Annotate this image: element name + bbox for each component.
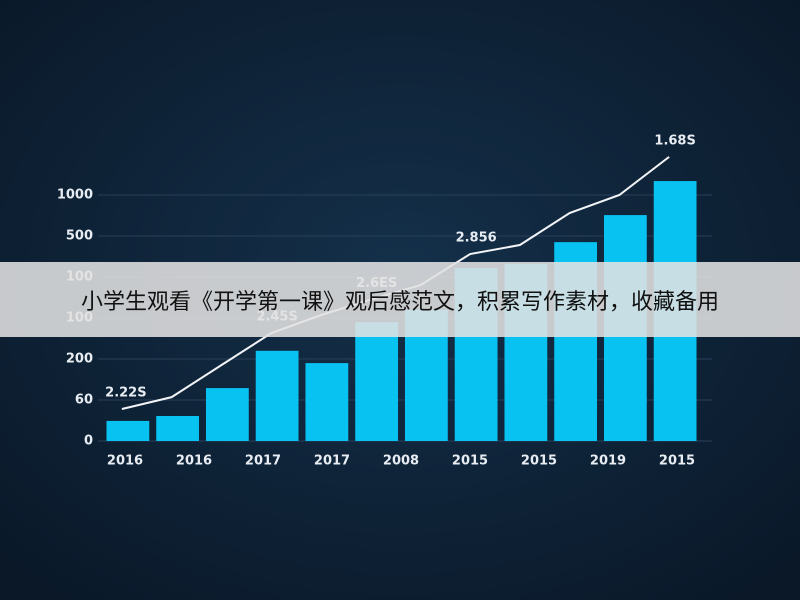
annotation: 2.22S [105,386,146,401]
banner: 小学生观看《开学第一课》观后感范文，积累写作素材，收藏备用 [0,262,800,337]
y-tick-label: 200 [66,352,93,367]
x-tick-label: 2016 [107,454,143,469]
bar [305,363,349,441]
x-tick-label: 2017 [314,454,350,469]
x-tick-label: 2016 [176,454,212,469]
x-tick-label: 2019 [590,454,626,469]
annotation: 2.856 [456,231,497,246]
bar [355,322,399,441]
y-tick-label: 1000 [57,188,93,203]
bar [255,350,299,441]
bar [106,420,150,441]
y-tick-label: 0 [84,434,93,449]
x-tick-label: 2015 [659,454,695,469]
x-tick-label: 2017 [245,454,281,469]
x-tick-label: 2008 [383,454,419,469]
bar [156,415,200,441]
x-tick-label: 2015 [521,454,557,469]
y-tick-label: 60 [75,393,93,408]
bar [205,388,249,441]
annotation: 1.68S [654,133,695,148]
x-tick-label: 2015 [452,454,488,469]
y-tick-label: 500 [66,229,93,244]
